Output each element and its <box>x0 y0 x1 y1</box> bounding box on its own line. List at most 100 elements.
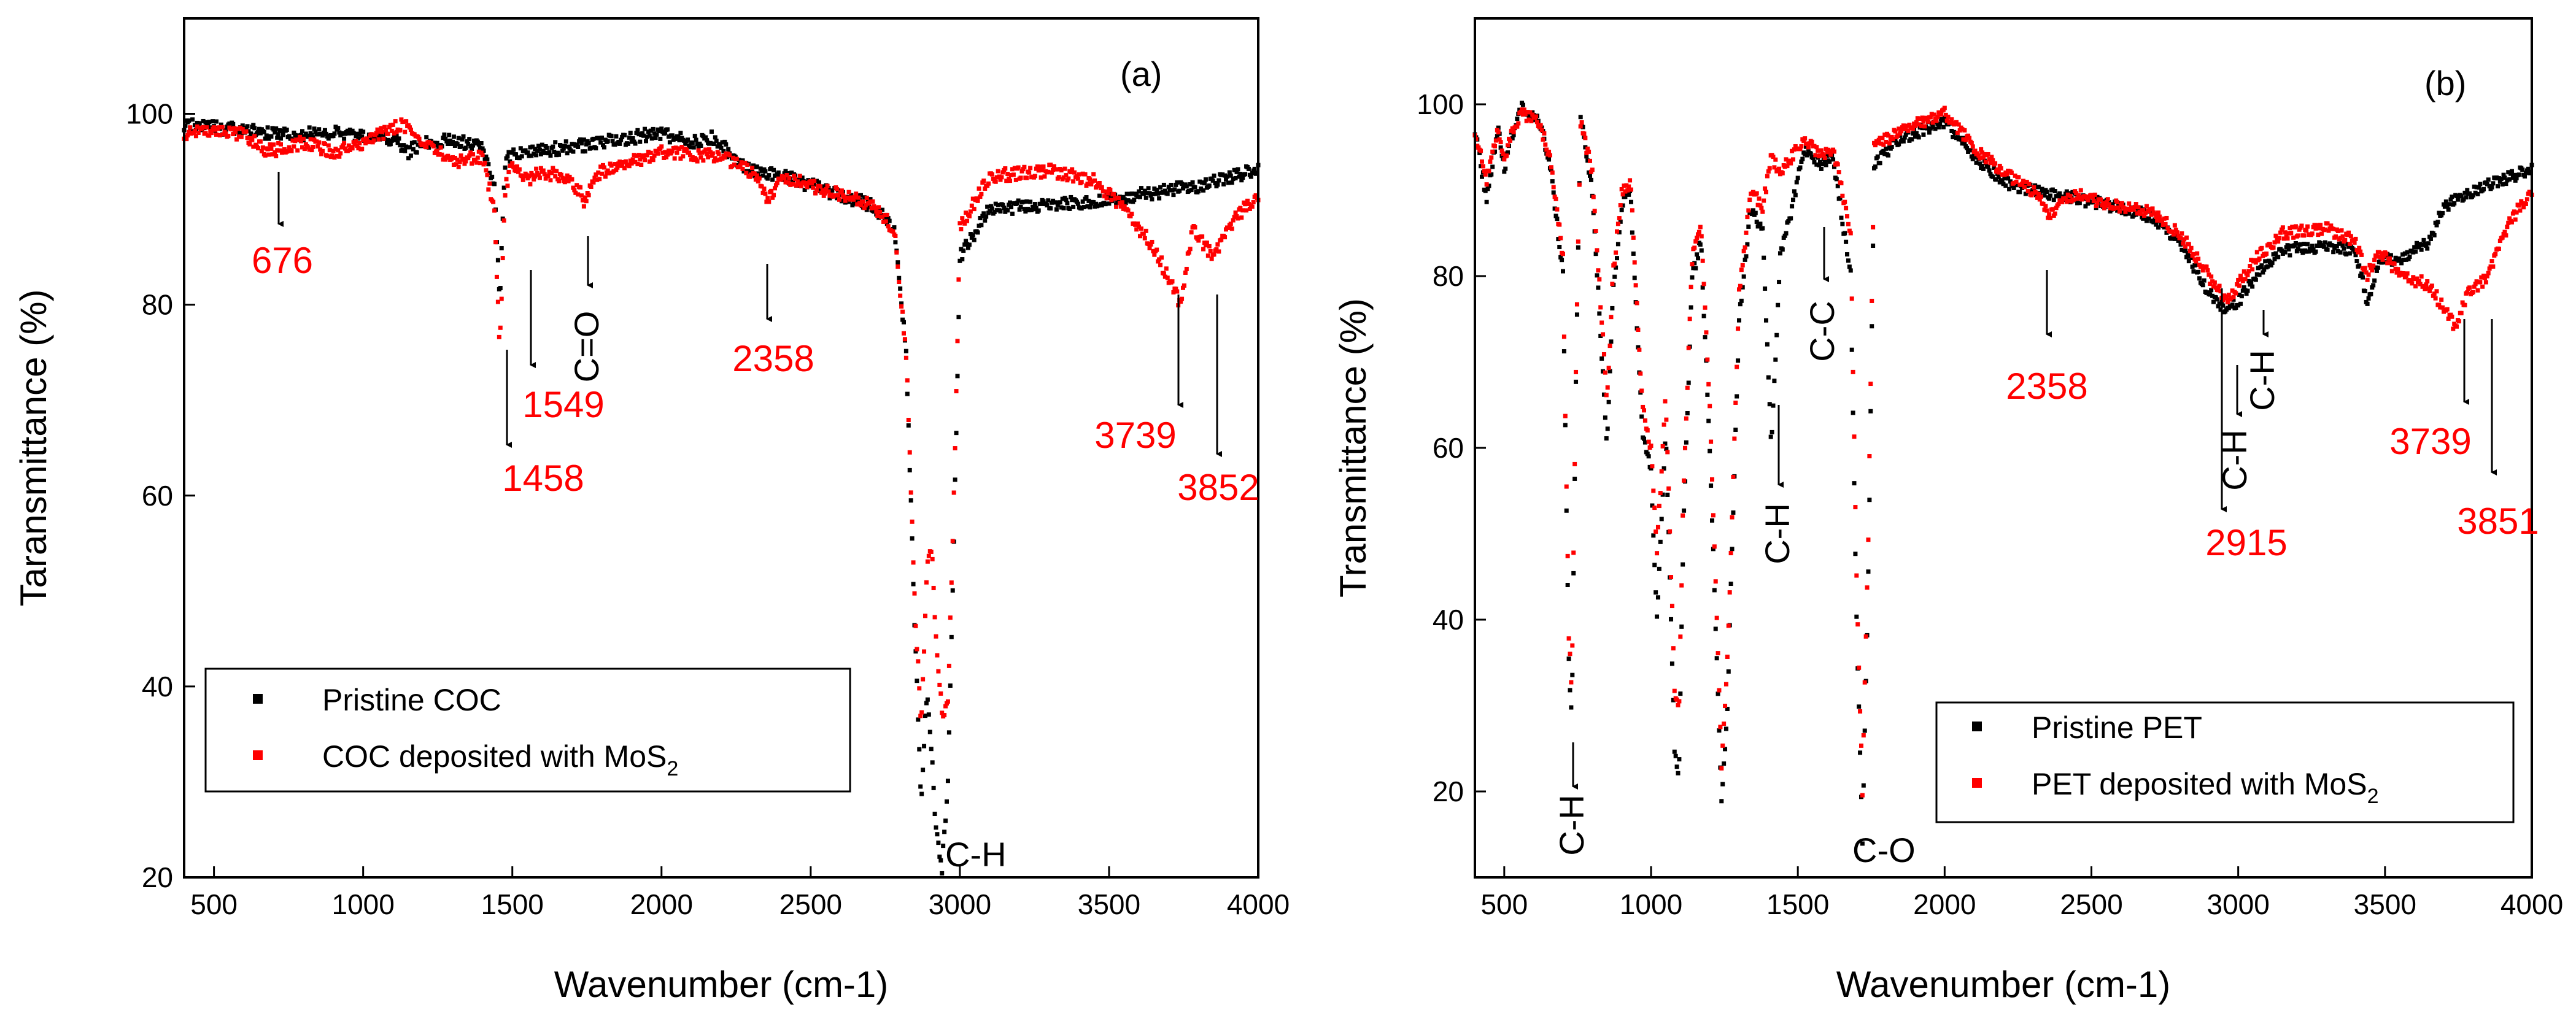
panel-a-series-0-point <box>527 153 532 158</box>
panel-a-series-0-point <box>1093 204 1097 209</box>
panel-a-series-1-point <box>371 138 376 143</box>
panel-a-series-0-point <box>1200 180 1205 185</box>
panel-b-series-1-point <box>2143 210 2148 215</box>
panel-b-series-0-point <box>1572 476 1577 481</box>
panel-b-series-0-point <box>2359 271 2364 276</box>
panel-a-series-1-point <box>352 142 357 147</box>
panel-b-series-1-point <box>2388 261 2393 266</box>
panel-a-series-0-point <box>709 129 714 134</box>
panel-a-series-0-point <box>760 173 765 178</box>
panel-a-series-0-point <box>703 135 708 140</box>
panel-b-series-1-point <box>1725 654 1730 659</box>
panel-b-series-1-point <box>2310 231 2315 236</box>
panel-a-series-1-point <box>331 148 336 153</box>
panel-a-series-1-point <box>615 165 620 170</box>
panel-a-series-1-point <box>570 177 574 182</box>
panel-b-series-0-point <box>2353 253 2358 258</box>
panel-a-series-0-point <box>649 136 654 141</box>
panel-b-series-1-point <box>1706 382 1711 387</box>
panel-a-series-0-point <box>261 129 266 134</box>
panel-a-series-1-point <box>470 161 474 166</box>
panel-a-series-1-point <box>292 144 296 149</box>
panel-b-series-0-point <box>1696 256 1701 261</box>
panel-b-series-0-point <box>1745 242 1750 247</box>
panel-a-series-1-point <box>580 198 585 203</box>
panel-b-series-1-point <box>1518 109 1523 114</box>
panel-a-series-0-point <box>964 239 969 244</box>
panel-a-series-0-point <box>448 138 453 143</box>
panel-b-series-0-point <box>1496 125 1501 130</box>
panel-a-series-0-point <box>187 118 191 123</box>
panel-a-series-0-point <box>360 134 365 139</box>
panel-b-series-1-point <box>1649 444 1654 448</box>
panel-b-series-0-point <box>1897 142 1901 147</box>
panel-b-series-1-point <box>2401 271 2406 276</box>
panel-b-x-tick-label: 1500 <box>1766 888 1829 920</box>
panel-b-series-0-point <box>1867 498 1872 502</box>
panel-a-series-0-point <box>435 140 439 145</box>
panel-a-series-0-point <box>913 649 918 654</box>
panel-b-series-1-point <box>2042 207 2047 212</box>
panel-a-series-0-point <box>1186 188 1191 193</box>
panel-b-ticks: 500 1000 1500 2000 2500 3000 3500 4000204060801… <box>1417 88 2563 920</box>
panel-b-series-0-point <box>1849 347 1854 352</box>
panel-b-series-1-point <box>2291 235 2296 240</box>
panel-b-series-0-point <box>1657 566 1661 571</box>
panel-a-series-1-point <box>687 153 692 158</box>
panel-b-series-1-point <box>1583 136 1588 140</box>
panel-b-series-0-point <box>2210 293 2215 298</box>
panel-a-series-1-point <box>486 187 491 192</box>
panel-b-series-1-point <box>1493 138 1498 143</box>
panel-a-series-0-point <box>287 134 292 139</box>
panel-a-series-1-point <box>614 167 619 172</box>
panel-b-series-0-point <box>1660 492 1665 497</box>
panel-b-series-0-point <box>2008 179 2013 184</box>
panel-a-legend-deposited-text: COC deposited with MoS <box>322 739 667 774</box>
panel-b-series-1-point <box>1564 484 1569 489</box>
panel-b-series-1-point <box>1700 258 1705 263</box>
panel-a-series-1-point <box>855 202 860 207</box>
panel-a-series-0-point <box>1064 198 1069 202</box>
panel-a-series-0-point <box>1227 170 1232 175</box>
panel-a-series-0-point <box>657 129 662 134</box>
panel-a-series-1-point <box>1137 225 1142 229</box>
panel-a-series-0-point <box>292 130 296 135</box>
panel-a-series-1-point <box>598 164 603 169</box>
panel-a-annotation-c-h: C-H <box>945 835 1007 874</box>
panel-b-series-0-point <box>1871 243 1876 248</box>
panel-b-series-1-point <box>1703 305 1708 310</box>
panel-b-series-0-point <box>2450 194 2454 199</box>
panel-a-series-0-point <box>1221 182 1226 187</box>
panel-a-series-0-point <box>1248 174 1253 179</box>
panel-b-series-0-point <box>1503 166 1508 171</box>
panel-b-series-0-point <box>2293 241 2298 245</box>
panel-b-series-1-point <box>2505 225 2510 229</box>
panel-a-series-0-point <box>717 142 722 147</box>
panel-a-series-1-point <box>443 157 448 162</box>
panel-a-series-1-point <box>601 165 606 170</box>
panel-b-series-1-point <box>2105 197 2110 202</box>
panel-a-series-1-point <box>1183 270 1188 275</box>
panel-b-series-1-point <box>2312 223 2317 228</box>
panel-b-series-0-point <box>1550 179 1555 184</box>
panel-b-series-1-point <box>1754 191 1759 196</box>
panel-a-series-0-point <box>959 247 964 252</box>
panel-a-series-0-point <box>1224 177 1228 182</box>
panel-b-series-0-point <box>2342 246 2346 251</box>
panel-a-series-1-point <box>384 128 389 133</box>
panel-a-series-1-point <box>1056 175 1061 180</box>
panel-b-series-1-point <box>2434 289 2439 294</box>
panel-a-series-0-point <box>1237 174 1242 179</box>
panel-b-series-1-point <box>1502 157 1507 162</box>
panel-a-series-0-point <box>1002 206 1007 210</box>
panel-b-series-1-point <box>1480 164 1485 169</box>
panel-b-series-1-point <box>1528 110 1533 115</box>
panel-b-series-0-point <box>1784 231 1789 236</box>
panel-a-series-0-point <box>1220 172 1225 177</box>
panel-a-series-1-point <box>1182 283 1186 288</box>
panel-a-series-1-point <box>1095 184 1099 189</box>
panel-b-series-0-point <box>1782 233 1787 238</box>
panel-a-series-1-point <box>727 153 732 158</box>
panel-b-series-0-point <box>1941 125 1946 129</box>
panel-a-series-1-point <box>912 591 917 596</box>
